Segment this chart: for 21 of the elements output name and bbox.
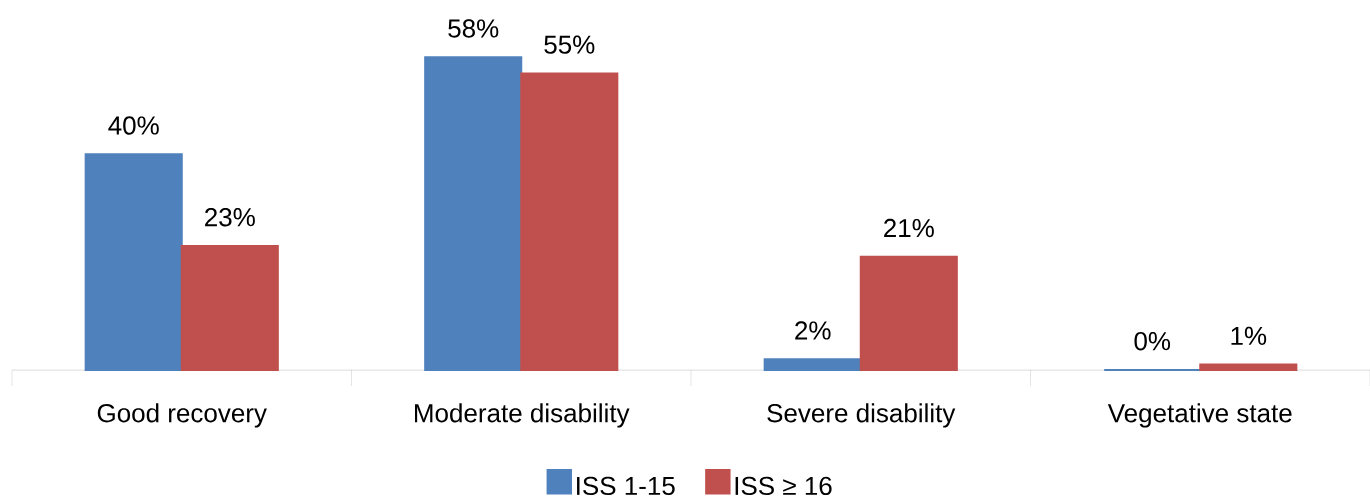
data-label: 40% [108, 116, 159, 135]
data-label: 1% [1231, 326, 1267, 345]
data-label: 58% [448, 19, 499, 38]
x-tick-label: Good recovery [97, 403, 267, 428]
x-tick-label: Severe disability [767, 403, 956, 428]
bar [1199, 363, 1298, 371]
x-tick-label: Vegetative state [1107, 403, 1292, 428]
legend-label: ISS 1-15 [577, 476, 675, 496]
bar [84, 153, 183, 371]
bar [180, 244, 279, 371]
x-tick-label: Moderate disability [415, 403, 630, 428]
bar [520, 72, 619, 371]
legend-label: ISS ≥ 16 [735, 476, 832, 496]
bar [763, 358, 862, 371]
data-label: 2% [795, 321, 831, 340]
data-label: 21% [884, 218, 934, 238]
data-label: 0% [1134, 332, 1171, 351]
bar [424, 56, 523, 371]
data-label: 23% [205, 207, 255, 227]
bar [859, 255, 958, 371]
data-label: 55% [544, 35, 595, 54]
